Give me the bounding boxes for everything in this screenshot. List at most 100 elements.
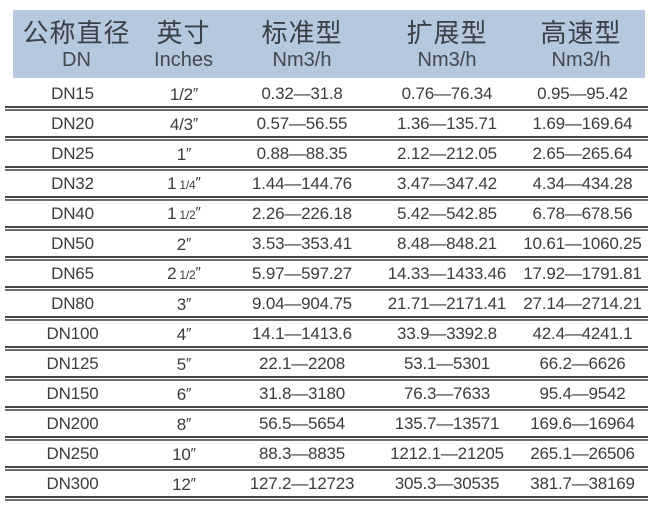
cell-dn-text: DN15 <box>51 84 94 103</box>
row-divider <box>5 496 648 501</box>
cell-extended-text: 135.7—13571 <box>394 414 500 433</box>
row-divider <box>5 286 648 291</box>
table-row: DN150 6″ 31.8—3180 76.3—7633 95.4—9542 <box>5 381 648 406</box>
cell-inches: 1 1/4″ <box>140 170 227 198</box>
cell-dn-text: DN25 <box>51 144 94 163</box>
cell-highspeed: 66.2—6626 <box>517 351 648 376</box>
cell-highspeed: 10.61—1060.25 <box>517 231 648 256</box>
cell-standard-text: 3.53—353.41 <box>252 234 352 253</box>
cell-standard-text: 56.5—5654 <box>258 414 346 433</box>
cell-inches-quote: ″ <box>185 354 191 372</box>
header-col-inches: 英寸 Inches <box>140 10 227 78</box>
cell-standard: 88.3—8835 <box>227 441 377 466</box>
cell-standard-text: 1.44—144.76 <box>252 174 352 193</box>
cell-dn: DN25 <box>5 141 140 166</box>
row-divider <box>5 166 648 171</box>
cell-dn: DN20 <box>5 111 140 136</box>
table-row: DN80 3″ 9.04—904.75 21.71—2171.41 27.14—2714… <box>5 291 648 316</box>
cell-standard-text: 22.1—2208 <box>258 354 346 373</box>
cell-extended-text: 14.33—1433.46 <box>387 264 507 283</box>
cell-dn-text: DN125 <box>46 354 99 373</box>
cell-standard-text: 5.97—597.27 <box>252 264 352 283</box>
row-divider <box>5 106 648 111</box>
cell-inches-quote: ″ <box>192 114 198 132</box>
table-row: DN20 4/3″ 0.57—56.55 1.36—135.71 1.69—169.64 <box>5 111 648 136</box>
header-col-diameter-zh: 公称直径 <box>22 18 131 48</box>
cell-highspeed: 0.95—95.42 <box>517 81 648 106</box>
cell-highspeed-text: 1.69—169.64 <box>532 114 633 133</box>
cell-highspeed-text: 6.78—678.56 <box>532 204 633 223</box>
cell-dn: DN150 <box>5 381 140 406</box>
cell-standard: 0.57—56.55 <box>227 111 377 136</box>
cell-extended-text: 33.9—3392.8 <box>397 324 497 343</box>
cell-dn: DN200 <box>5 411 140 436</box>
cell-inches-text: 8 <box>176 414 186 434</box>
cell-dn: DN65 <box>5 261 140 286</box>
table-row: DN25 1″ 0.88—88.35 2.12—212.05 2.65—265.64 <box>5 141 648 166</box>
cell-inches-text: 10 <box>172 444 191 464</box>
cell-dn-text: DN100 <box>46 324 99 343</box>
cell-highspeed-text: 265.1—26506 <box>530 444 635 463</box>
cell-extended: 14.33—1433.46 <box>377 261 517 286</box>
cell-inches-quote: ″ <box>185 234 191 252</box>
cell-highspeed-text: 17.92—1791.81 <box>523 264 642 283</box>
cell-standard: 0.88—88.35 <box>227 141 377 166</box>
cell-dn-text: DN80 <box>51 294 94 313</box>
table-row: DN40 1 1/2″ 2.26—226.18 5.42—542.85 6.78—678.… <box>5 201 648 226</box>
cell-inches: 1″ <box>140 141 227 167</box>
cell-dn: DN15 <box>5 81 140 106</box>
cell-inches-quote: ″ <box>192 84 198 102</box>
cell-inches-text: 5 <box>176 354 186 374</box>
cell-standard: 9.04—904.75 <box>227 291 377 316</box>
cell-standard: 5.97—597.27 <box>227 261 377 286</box>
cell-dn: DN50 <box>5 231 140 256</box>
table-row: DN250 10″ 88.3—8835 1212.1—21205 265.1—26506 <box>5 441 648 466</box>
header-col-highspeed: 高速型 Nm3/h <box>517 10 645 78</box>
table-row: DN32 1 1/4″ 1.44—144.76 3.47—347.42 4.34—434.… <box>5 171 648 196</box>
header-col-standard-zh: 标准型 <box>261 18 343 48</box>
cell-dn-text: DN150 <box>46 384 99 403</box>
cell-highspeed-text: 2.65—265.64 <box>532 144 633 163</box>
cell-inches: 4/3″ <box>140 111 227 137</box>
cell-inches-text: 4 <box>176 324 186 344</box>
cell-extended: 1.36—135.71 <box>377 111 517 136</box>
cell-inches-quote: ″ <box>190 444 196 462</box>
table-row: DN200 8″ 56.5—5654 135.7—13571 169.6—16964 <box>5 411 648 436</box>
table-row: DN15 1/2″ 0.32—31.8 0.76—76.34 0.95—95.42 <box>5 81 648 106</box>
cell-inches: 3″ <box>140 291 227 317</box>
cell-standard-text: 2.26—226.18 <box>252 204 352 223</box>
cell-highspeed-text: 4.34—434.28 <box>532 174 633 193</box>
cell-standard-text: 88.3—8835 <box>258 444 346 463</box>
cell-highspeed-text: 169.6—16964 <box>530 414 635 433</box>
cell-dn-text: DN200 <box>46 414 99 433</box>
cell-extended-text: 1.36—135.71 <box>397 114 497 133</box>
row-divider <box>5 376 648 381</box>
cell-extended-text: 53.1—5301 <box>403 354 491 373</box>
header-col-highspeed-zh: 高速型 <box>540 18 622 48</box>
header-col-inches-sub: Inches <box>154 49 213 71</box>
cell-inches-text: 3 <box>176 294 186 314</box>
cell-standard-text: 0.57—56.55 <box>256 114 348 133</box>
cell-highspeed-text: 381.7—38169 <box>530 474 635 493</box>
cell-inches-text: 2 <box>167 263 177 283</box>
cell-inches: 1 1/2″ <box>140 200 227 228</box>
cell-dn: DN125 <box>5 351 140 376</box>
cell-inches-frac: 1/4 <box>179 177 196 192</box>
cell-extended: 305.3—30535 <box>377 471 517 496</box>
cell-standard: 56.5—5654 <box>227 411 377 436</box>
header-col-diameter-sub: DN <box>62 49 91 71</box>
cell-highspeed-text: 0.95—95.42 <box>537 84 628 103</box>
cell-inches-quote: ″ <box>185 384 191 402</box>
row-divider <box>5 316 648 321</box>
cell-inches: 8″ <box>140 411 227 437</box>
cell-standard: 1.44—144.76 <box>227 171 377 196</box>
cell-highspeed: 1.69—169.64 <box>517 111 648 136</box>
cell-inches-quote: ″ <box>195 203 201 221</box>
cell-highspeed-text: 27.14—2714.21 <box>523 294 642 313</box>
cell-inches: 2″ <box>140 231 227 257</box>
cell-inches-text: 2 <box>176 234 186 254</box>
cell-inches-quote: ″ <box>195 173 201 191</box>
cell-dn: DN100 <box>5 321 140 346</box>
cell-inches: 12″ <box>140 471 227 497</box>
cell-extended-text: 0.76—76.34 <box>401 84 493 103</box>
